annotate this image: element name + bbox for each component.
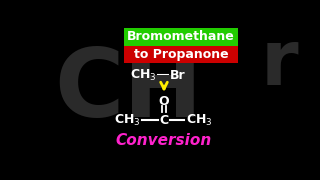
Text: CH$_3$: CH$_3$ bbox=[186, 113, 212, 128]
Text: O: O bbox=[159, 95, 169, 108]
Text: CH: CH bbox=[54, 45, 202, 137]
Text: Conversion: Conversion bbox=[116, 133, 212, 148]
FancyBboxPatch shape bbox=[124, 46, 238, 63]
FancyBboxPatch shape bbox=[124, 28, 238, 46]
Text: C: C bbox=[159, 114, 169, 127]
Text: CH$_3$: CH$_3$ bbox=[114, 113, 141, 128]
Text: Bromomethane: Bromomethane bbox=[127, 30, 235, 44]
Text: to Propanone: to Propanone bbox=[134, 48, 228, 61]
Text: r: r bbox=[261, 27, 299, 101]
Text: CH$_3$: CH$_3$ bbox=[130, 68, 156, 83]
Text: Br: Br bbox=[169, 69, 185, 82]
